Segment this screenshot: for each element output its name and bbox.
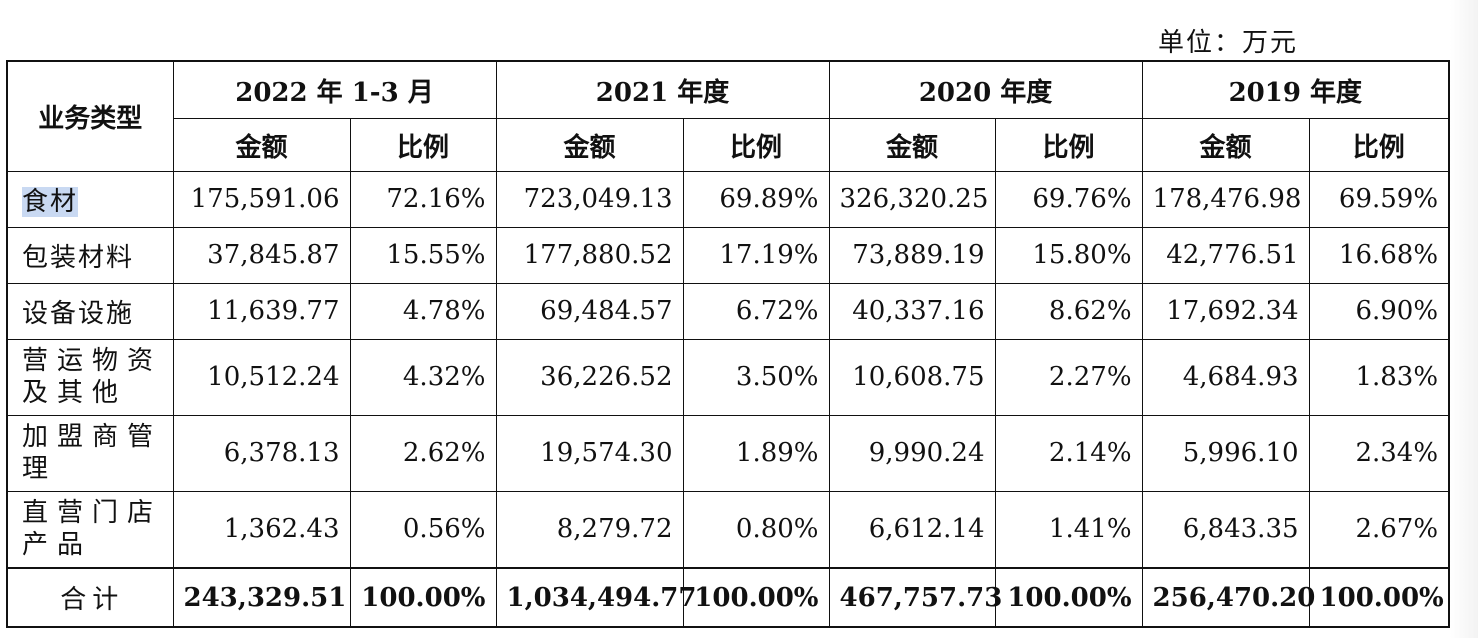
header-ratio: 比例	[682, 118, 830, 172]
table-row: 营运物资及其他 10,512.24 4.32% 36,226.52 3.50% …	[6, 338, 1450, 416]
row-label: 食材	[6, 171, 174, 228]
table-row: 加盟商管理 6,378.13 2.62% 19,574.30 1.89% 9,9…	[6, 414, 1450, 492]
cell-ratio: 6.72%	[682, 282, 830, 340]
cell-ratio: 4.32%	[349, 338, 497, 416]
cell-amount: 40,337.16	[828, 282, 996, 340]
row-label: 营运物资及其他	[6, 338, 174, 416]
cell-amount: 1,362.43	[172, 490, 351, 569]
cell-amount: 6,612.14	[828, 490, 996, 569]
row-label: 设备设施	[6, 282, 174, 340]
table-row: 直营门店产品 1,362.43 0.56% 8,279.72 0.80% 6,6…	[6, 490, 1450, 569]
cell-ratio: 8.62%	[994, 282, 1143, 340]
cell-ratio: 0.80%	[682, 490, 830, 569]
cell-amount: 42,776.51	[1141, 226, 1310, 284]
cell-ratio: 15.55%	[349, 226, 497, 284]
cell-amount: 178,476.98	[1141, 171, 1310, 228]
header-period: 2022 年 1-3 月	[172, 60, 497, 119]
header-row-columns: 金额 比例 金额 比例 金额 比例 金额 比例	[7, 118, 1450, 172]
header-ratio: 比例	[1308, 118, 1450, 172]
cell-amount: 4,684.93	[1141, 338, 1310, 416]
cell-ratio: 69.59%	[1308, 171, 1450, 228]
cell-amount: 37,845.87	[172, 226, 351, 284]
row-label: 加盟商管理	[6, 414, 174, 492]
cell-amount: 6,843.35	[1141, 490, 1310, 569]
total-amount: 256,470.20	[1141, 567, 1315, 628]
total-amount: 243,329.51	[172, 567, 351, 628]
cell-amount: 69,484.57	[495, 282, 684, 340]
table-row: 食材 175,591.06 72.16% 723,049.13 69.89% 3…	[6, 171, 1450, 228]
cell-ratio: 1.83%	[1308, 338, 1450, 416]
unit-label: 单位：万元	[1158, 28, 1299, 58]
cell-amount: 9,990.24	[828, 414, 996, 492]
header-amount: 金额	[172, 118, 351, 172]
cell-amount: 6,378.13	[172, 414, 351, 492]
cell-ratio: 17.19%	[682, 226, 830, 284]
total-amount: 1,034,494.77	[495, 567, 696, 628]
cell-ratio: 2.67%	[1308, 490, 1450, 569]
header-amount: 金额	[1141, 118, 1310, 172]
cell-ratio: 1.41%	[994, 490, 1143, 569]
cell-ratio: 0.56%	[349, 490, 497, 569]
table-row: 设备设施 11,639.77 4.78% 69,484.57 6.72% 40,…	[6, 282, 1450, 340]
cell-ratio: 6.90%	[1308, 282, 1450, 340]
total-ratio: 100.00%	[349, 567, 497, 628]
header-amount: 金额	[828, 118, 996, 172]
cell-amount: 10,608.75	[828, 338, 996, 416]
row-label: 包装材料	[6, 226, 174, 284]
total-row: 合计 243,329.51 100.00% 1,034,494.77 100.0…	[6, 567, 1450, 628]
total-amount: 467,757.73	[828, 567, 1002, 628]
cell-amount: 326,320.25	[828, 171, 996, 228]
header-ratio: 比例	[994, 118, 1143, 172]
header-period: 2021 年度	[495, 60, 830, 119]
cell-amount: 73,889.19	[828, 226, 996, 284]
cell-amount: 177,880.52	[495, 226, 684, 284]
cell-amount: 10,512.24	[172, 338, 351, 416]
total-label: 合计	[6, 567, 174, 628]
cell-ratio: 15.80%	[994, 226, 1143, 284]
cell-ratio: 16.68%	[1308, 226, 1450, 284]
cell-ratio: 2.27%	[994, 338, 1143, 416]
row-label: 直营门店产品	[6, 490, 174, 569]
cell-ratio: 2.62%	[349, 414, 497, 492]
cell-amount: 19,574.30	[495, 414, 684, 492]
header-ratio: 比例	[349, 118, 497, 172]
header-period: 2020 年度	[828, 60, 1143, 119]
header-business-type: 业务类型	[6, 60, 174, 172]
cell-ratio: 69.76%	[994, 171, 1143, 228]
cell-ratio: 1.89%	[682, 414, 830, 492]
cell-ratio: 3.50%	[682, 338, 830, 416]
selected-text-highlight[interactable]: 食材	[22, 186, 79, 217]
cell-amount: 723,049.13	[495, 171, 684, 228]
cell-amount: 5,996.10	[1141, 414, 1310, 492]
cell-amount: 175,591.06	[172, 171, 351, 228]
cell-ratio: 2.14%	[994, 414, 1143, 492]
cell-amount: 17,692.34	[1141, 282, 1310, 340]
header-period: 2019 年度	[1141, 60, 1450, 119]
cell-ratio: 72.16%	[349, 171, 497, 228]
header-row-periods: 业务类型 2022 年 1-3 月 2021 年度 2020 年度 2019 年…	[6, 60, 1450, 172]
total-ratio: 100.00%	[1308, 567, 1450, 628]
cell-ratio: 69.89%	[682, 171, 830, 228]
total-ratio: 100.00%	[682, 567, 830, 628]
cell-amount: 36,226.52	[495, 338, 684, 416]
page-edge-shadow	[1450, 0, 1478, 638]
cell-ratio: 4.78%	[349, 282, 497, 340]
cell-ratio: 2.34%	[1308, 414, 1450, 492]
total-ratio: 100.00%	[994, 567, 1143, 628]
header-amount: 金额	[495, 118, 684, 172]
table-row: 包装材料 37,845.87 15.55% 177,880.52 17.19% …	[6, 226, 1450, 284]
cell-amount: 8,279.72	[495, 490, 684, 569]
cell-amount: 11,639.77	[172, 282, 351, 340]
business-type-table: 业务类型 2022 年 1-3 月 2021 年度 2020 年度 2019 年…	[6, 60, 1451, 628]
